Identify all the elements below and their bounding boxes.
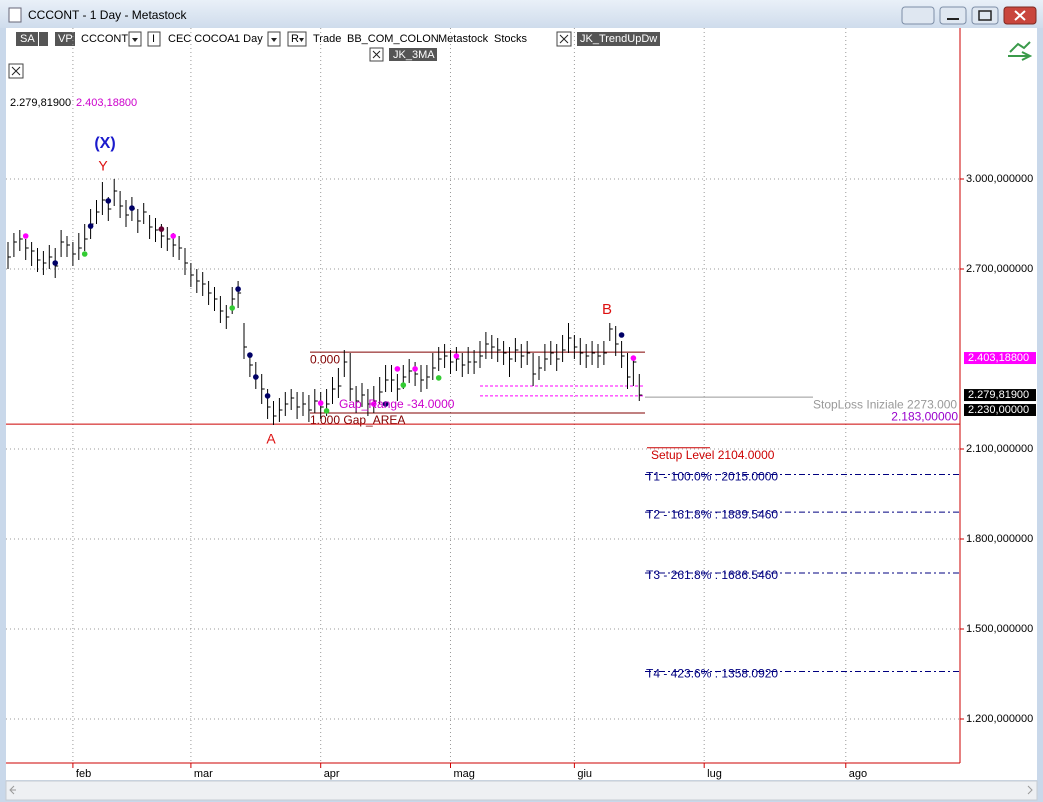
signal-dot xyxy=(317,400,324,406)
signal-dot xyxy=(158,226,165,232)
signal-dot xyxy=(453,353,460,359)
price-tag xyxy=(964,352,1036,365)
toolbar-button[interactable] xyxy=(16,32,38,46)
app-icon xyxy=(8,7,22,23)
toolbar-button[interactable] xyxy=(287,31,307,47)
price-tag-label: 2.279,81900 xyxy=(968,389,1029,401)
symbol-label: CCCONT xyxy=(81,33,128,45)
signal-dot xyxy=(618,332,625,338)
wave-annotation: Y xyxy=(98,158,108,174)
y-tick-label: 2.100,000000 xyxy=(966,443,1033,455)
toolbar-label: Metastock xyxy=(438,33,489,45)
x-tick-label: lug xyxy=(707,768,722,780)
signal-dot xyxy=(412,366,418,372)
security-name: CEC COCOA xyxy=(168,33,235,45)
y-tick-label: 1.800,000000 xyxy=(966,533,1033,545)
signal-dot xyxy=(630,355,637,361)
indicator-tag[interactable] xyxy=(389,48,437,61)
toolbar-label: Trade xyxy=(313,33,341,45)
signal-dot xyxy=(435,375,442,381)
level-label: T1 - 100.0% : 2015.0000 xyxy=(646,470,778,484)
y-tick-label: 1.200,000000 xyxy=(966,713,1033,725)
signal-dot xyxy=(235,286,241,292)
signal-dot xyxy=(323,408,330,414)
x-tick-label: mag xyxy=(453,768,474,780)
chart-area xyxy=(6,28,1037,780)
wave-annotation: B xyxy=(602,301,612,318)
toolbar-label: I xyxy=(152,33,155,45)
level-label: 2.183,00000 xyxy=(891,409,958,423)
plot: 1.200,000000 1.500,000000 1.800,000000 2.10… xyxy=(6,28,1036,780)
toolbar: SA VP CCCONT I CEC COCOA 1 Day R Trade B… xyxy=(8,31,1033,79)
maximize-button[interactable] xyxy=(971,6,999,25)
window-title: CCCONT - 1 Day - Metastock xyxy=(28,8,187,22)
wave-annotation: (X) xyxy=(94,135,115,152)
signal-dot xyxy=(264,393,271,399)
last-price: 2.279,81900 xyxy=(10,97,71,109)
x-tick-label: ago xyxy=(849,768,867,780)
signal-dot xyxy=(129,205,135,211)
signal-dot xyxy=(382,401,389,407)
indicator-label: JK_3MA xyxy=(393,49,435,61)
signal-dot xyxy=(229,305,235,311)
signal-dot xyxy=(370,401,377,407)
level-label: T2 - 161.8% : 1889.5460 xyxy=(646,507,778,521)
price-tag-label: 2.230,00000 xyxy=(968,404,1029,416)
signal-dot xyxy=(105,198,112,204)
toolbar-label: SA xyxy=(20,33,35,45)
indicator-tag[interactable] xyxy=(577,32,660,46)
toolbar-label: VP xyxy=(58,33,73,45)
trend-icon[interactable] xyxy=(1008,41,1033,61)
window-buttons[interactable] xyxy=(901,6,1037,25)
title-bar xyxy=(0,0,1043,28)
level-label: T4 - 423.6% : 1358.0920 xyxy=(646,667,778,681)
price-tag xyxy=(964,403,1036,416)
level-label: 0.000 xyxy=(310,352,340,366)
y-tick-label: 2.700,000000 xyxy=(966,263,1033,275)
indicator-label: JK_TrendUpDw xyxy=(580,33,657,45)
wave-annotation: A xyxy=(266,431,276,447)
x-tick-label: giu xyxy=(577,768,592,780)
toolbar-button[interactable] xyxy=(147,31,161,47)
y-tick-label: 1.500,000000 xyxy=(966,623,1033,635)
level-label: StopLoss Iniziale 2273.000 xyxy=(813,397,957,411)
toolbar-label: Stocks xyxy=(494,33,528,45)
wave-annotation: Gap_Range -34.0000 xyxy=(339,397,455,411)
signal-dot xyxy=(81,251,88,257)
toolbar-button[interactable] xyxy=(55,32,75,46)
minimize-button[interactable] xyxy=(939,6,967,25)
x-tick-label: apr xyxy=(324,768,340,780)
level-label: T3 - 261.8% : 1686.5460 xyxy=(646,568,778,582)
periodicity-label: 1 Day xyxy=(234,33,263,45)
signal-dot xyxy=(52,260,59,266)
signal-dot xyxy=(87,223,94,229)
x-tick-label: feb xyxy=(76,768,91,780)
signal-dot xyxy=(252,374,259,380)
signal-dot xyxy=(400,382,407,388)
y-tick-label: 3.000,000000 xyxy=(966,173,1033,185)
signal-dot xyxy=(170,233,177,239)
price-tag xyxy=(964,389,1036,402)
price-tag-label: 2.403,18800 xyxy=(968,352,1029,364)
dropdown-button[interactable] xyxy=(39,32,48,46)
toolbar-label: R xyxy=(291,33,299,45)
x-tick-label: mar xyxy=(194,768,213,780)
level-label: Setup Level 2104.0000 xyxy=(651,448,775,462)
signal-dot xyxy=(247,352,253,358)
toolbar-label: BB_COM_COLON xyxy=(347,33,439,45)
signal-dot xyxy=(394,366,401,372)
signal-dot xyxy=(22,233,29,239)
reference-price: 2.403,18800 xyxy=(76,97,137,109)
level-label: 1.000 Gap_AREA xyxy=(310,413,405,427)
scrollbar[interactable] xyxy=(5,780,1038,801)
restore-chart-button[interactable] xyxy=(901,6,935,25)
